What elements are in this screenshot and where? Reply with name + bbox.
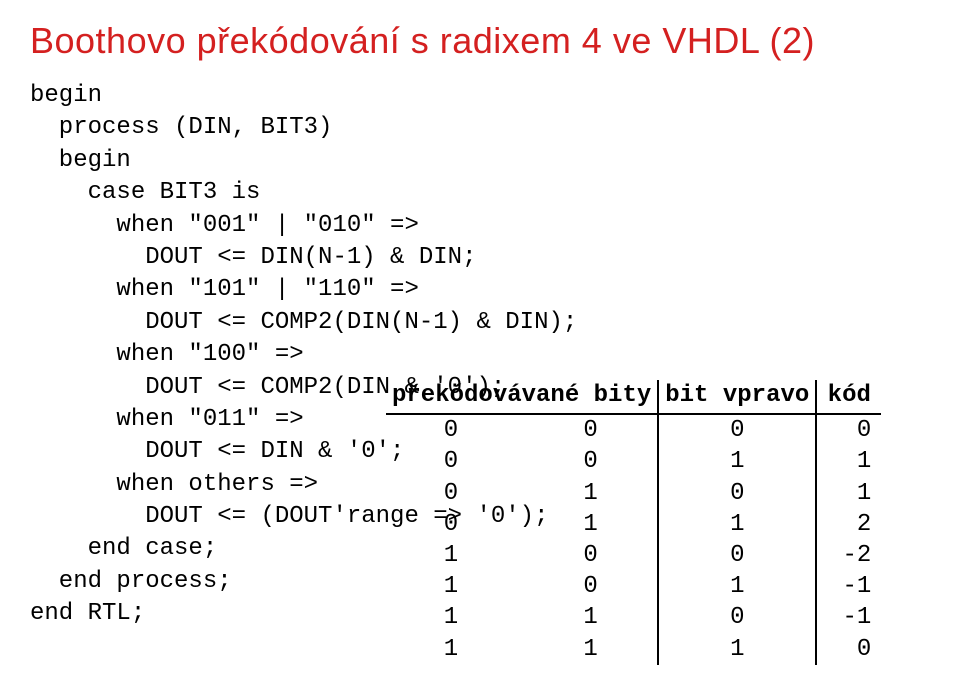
cell-bit-lo: 1 bbox=[520, 509, 658, 540]
cell-bit-hi: 1 bbox=[386, 602, 520, 633]
cell-bit-lo: 0 bbox=[520, 414, 658, 446]
cell-code: -2 bbox=[816, 540, 881, 571]
cell-bit-hi: 0 bbox=[386, 478, 520, 509]
cell-code: -1 bbox=[816, 602, 881, 633]
cell-bit-right: 1 bbox=[658, 571, 816, 602]
cell-bit-right: 1 bbox=[658, 509, 816, 540]
cell-bit-right: 0 bbox=[658, 414, 816, 446]
table-row: 110-1 bbox=[386, 602, 881, 633]
table-row: 0112 bbox=[386, 509, 881, 540]
cell-bit-hi: 1 bbox=[386, 571, 520, 602]
cell-code: 1 bbox=[816, 446, 881, 477]
table-row: 0011 bbox=[386, 446, 881, 477]
table-row: 1110 bbox=[386, 634, 881, 665]
cell-bit-lo: 0 bbox=[520, 571, 658, 602]
cell-code: -1 bbox=[816, 571, 881, 602]
cell-bit-right: 0 bbox=[658, 478, 816, 509]
table-row: 101-1 bbox=[386, 571, 881, 602]
cell-bit-right: 1 bbox=[658, 446, 816, 477]
cell-bit-right: 0 bbox=[658, 602, 816, 633]
cell-bit-lo: 1 bbox=[520, 634, 658, 665]
cell-bit-right: 0 bbox=[658, 540, 816, 571]
cell-bit-hi: 0 bbox=[386, 414, 520, 446]
cell-bit-hi: 0 bbox=[386, 446, 520, 477]
cell-bit-lo: 0 bbox=[520, 540, 658, 571]
cell-code: 1 bbox=[816, 478, 881, 509]
cell-bit-hi: 1 bbox=[386, 634, 520, 665]
cell-code: 0 bbox=[816, 634, 881, 665]
cell-bit-lo: 1 bbox=[520, 478, 658, 509]
header-bit-right: bit vpravo bbox=[658, 380, 816, 414]
cell-code: 0 bbox=[816, 414, 881, 446]
cell-code: 2 bbox=[816, 509, 881, 540]
table-row: 0000 bbox=[386, 414, 881, 446]
table-body: 0000001101010112100-2101-1110-11110 bbox=[386, 414, 881, 665]
cell-bit-lo: 0 bbox=[520, 446, 658, 477]
encoding-table-wrap: překódovávané bity bit vpravo kód 000000… bbox=[386, 380, 881, 665]
header-code: kód bbox=[816, 380, 881, 414]
table-row: 0101 bbox=[386, 478, 881, 509]
cell-bit-hi: 1 bbox=[386, 540, 520, 571]
page-title: Boothovo překódování s radixem 4 ve VHDL… bbox=[30, 20, 930, 62]
encoding-table: překódovávané bity bit vpravo kód 000000… bbox=[386, 380, 881, 665]
cell-bit-right: 1 bbox=[658, 634, 816, 665]
header-recoded-bits: překódovávané bity bbox=[386, 380, 658, 414]
cell-bit-lo: 1 bbox=[520, 602, 658, 633]
table-row: 100-2 bbox=[386, 540, 881, 571]
cell-bit-hi: 0 bbox=[386, 509, 520, 540]
table-header-row: překódovávané bity bit vpravo kód bbox=[386, 380, 881, 414]
